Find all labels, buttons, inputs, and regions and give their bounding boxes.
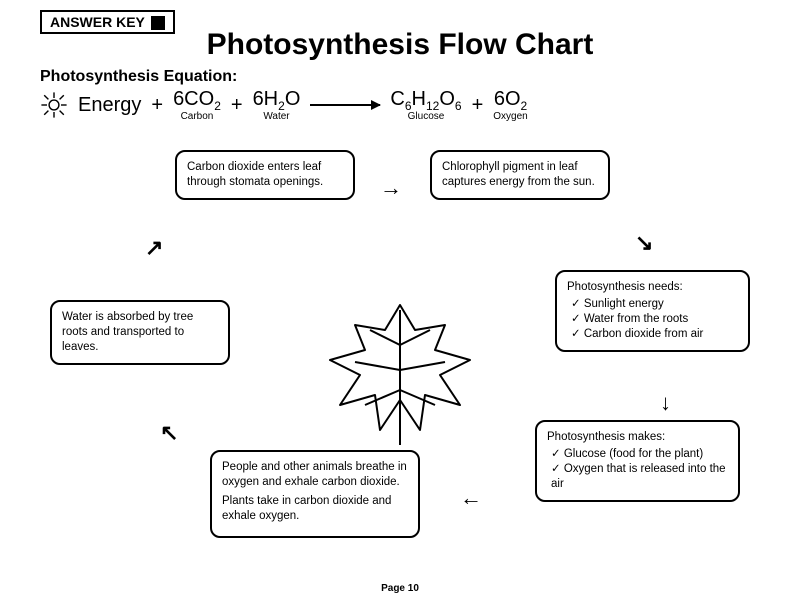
eq-h2o: 6H2O Water: [253, 88, 301, 122]
needs-list: Sunlight energy Water from the roots Car…: [567, 297, 738, 342]
eq-plus: +: [151, 94, 163, 117]
makes-list: Glucose (food for the plant) Oxygen that…: [547, 447, 728, 492]
list-item: Water from the roots: [571, 312, 738, 327]
leaf-icon: [320, 290, 480, 450]
list-item: Sunlight energy: [571, 297, 738, 312]
flow-box-needs: Photosynthesis needs: Sunlight energy Wa…: [555, 270, 750, 352]
needs-title: Photosynthesis needs:: [567, 280, 738, 295]
page-title: Photosynthesis Flow Chart: [0, 28, 800, 62]
eq-glucose: C6H12O6 Glucose: [390, 88, 461, 122]
list-item: Glucose (food for the plant): [551, 447, 728, 462]
makes-title: Photosynthesis makes:: [547, 430, 728, 445]
eq-plus3: +: [472, 94, 484, 117]
flow-arrow-icon: ↓: [660, 390, 671, 416]
page-number: Page 10: [0, 583, 800, 594]
equation-row: Energy + 6CO2 Carbon + 6H2O Water C6H12O…: [40, 88, 760, 122]
eq-plus2: +: [231, 94, 243, 117]
flow-arrow-icon: ←: [460, 485, 482, 511]
eq-arrow-icon: [310, 104, 380, 106]
flow-box-breathe: People and other animals breathe in oxyg…: [210, 450, 420, 538]
flow-box-water: Water is absorbed by tree roots and tran…: [50, 300, 230, 365]
list-item: Oxygen that is released into the air: [551, 462, 728, 492]
sun-icon: [40, 91, 68, 119]
flow-box-chlorophyll: Chlorophyll pigment in leaf captures ene…: [430, 150, 610, 200]
breathe-p2: Plants take in carbon dioxide and exhale…: [222, 494, 408, 524]
flow-arrow-icon: ↖: [160, 420, 178, 446]
eq-energy: Energy: [78, 94, 141, 117]
flow-box-co2-enters: Carbon dioxide enters leaf through stoma…: [175, 150, 355, 200]
eq-co2: 6CO2 Carbon: [173, 88, 221, 122]
equation-label: Photosynthesis Equation:: [40, 68, 237, 86]
list-item: Carbon dioxide from air: [571, 327, 738, 342]
breathe-p1: People and other animals breathe in oxyg…: [222, 460, 408, 490]
flow-arrow-icon: →: [380, 175, 402, 201]
flow-arrow-icon: ↗: [145, 235, 163, 261]
eq-o2: 6O2 Oxygen: [493, 88, 527, 122]
flow-box-makes: Photosynthesis makes: Glucose (food for …: [535, 420, 740, 502]
flow-arrow-icon: ↘: [635, 230, 653, 256]
